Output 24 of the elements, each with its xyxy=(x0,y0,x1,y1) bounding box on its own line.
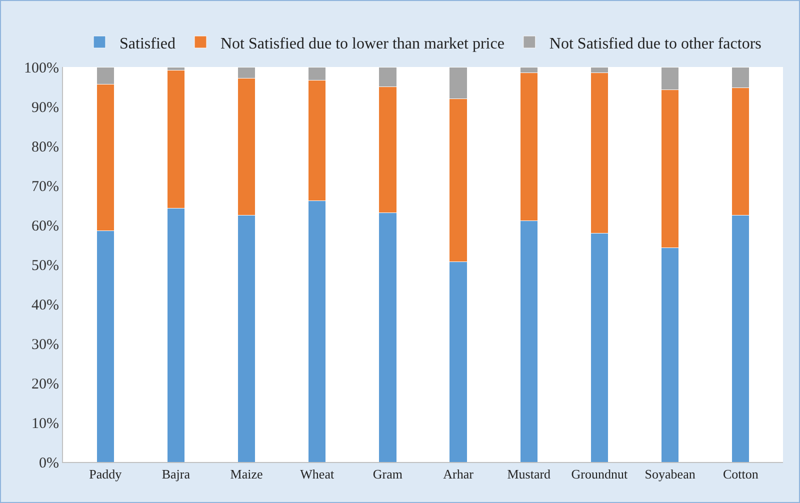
x-tick-label: Arhar xyxy=(443,466,474,482)
x-tick-label: Wheat xyxy=(300,466,334,482)
y-tick-label: 60% xyxy=(32,218,59,234)
y-tick-label: 70% xyxy=(32,178,59,195)
x-tick-label: Soyabean xyxy=(644,466,696,482)
y-tick-label: 0% xyxy=(39,455,59,472)
y-tick-label: 10% xyxy=(32,416,59,432)
x-tick-label: Paddy xyxy=(89,466,122,482)
legend-label: Not Satisfied due to lower than market price xyxy=(220,35,504,52)
x-tick-label: Maize xyxy=(230,466,263,482)
y-tick-label: 20% xyxy=(32,376,59,392)
y-tick-label: 40% xyxy=(32,297,59,314)
x-tick-label: Groundnut xyxy=(571,466,628,482)
legend-label: Not Satisfied due to other factors xyxy=(549,35,762,52)
y-tick-label: 90% xyxy=(32,100,59,116)
x-tick-label: Cotton xyxy=(722,466,759,482)
y-tick-label: 50% xyxy=(32,258,59,274)
x-tick-label: Mustard xyxy=(507,466,552,482)
x-tick-label: Gram xyxy=(372,466,403,482)
y-tick-label: 100% xyxy=(24,60,59,76)
y-tick-label: 30% xyxy=(32,336,59,353)
x-tick-label: Bajra xyxy=(162,466,190,482)
legend-label: Satisfied xyxy=(120,35,176,52)
y-tick-label: 80% xyxy=(32,139,59,156)
